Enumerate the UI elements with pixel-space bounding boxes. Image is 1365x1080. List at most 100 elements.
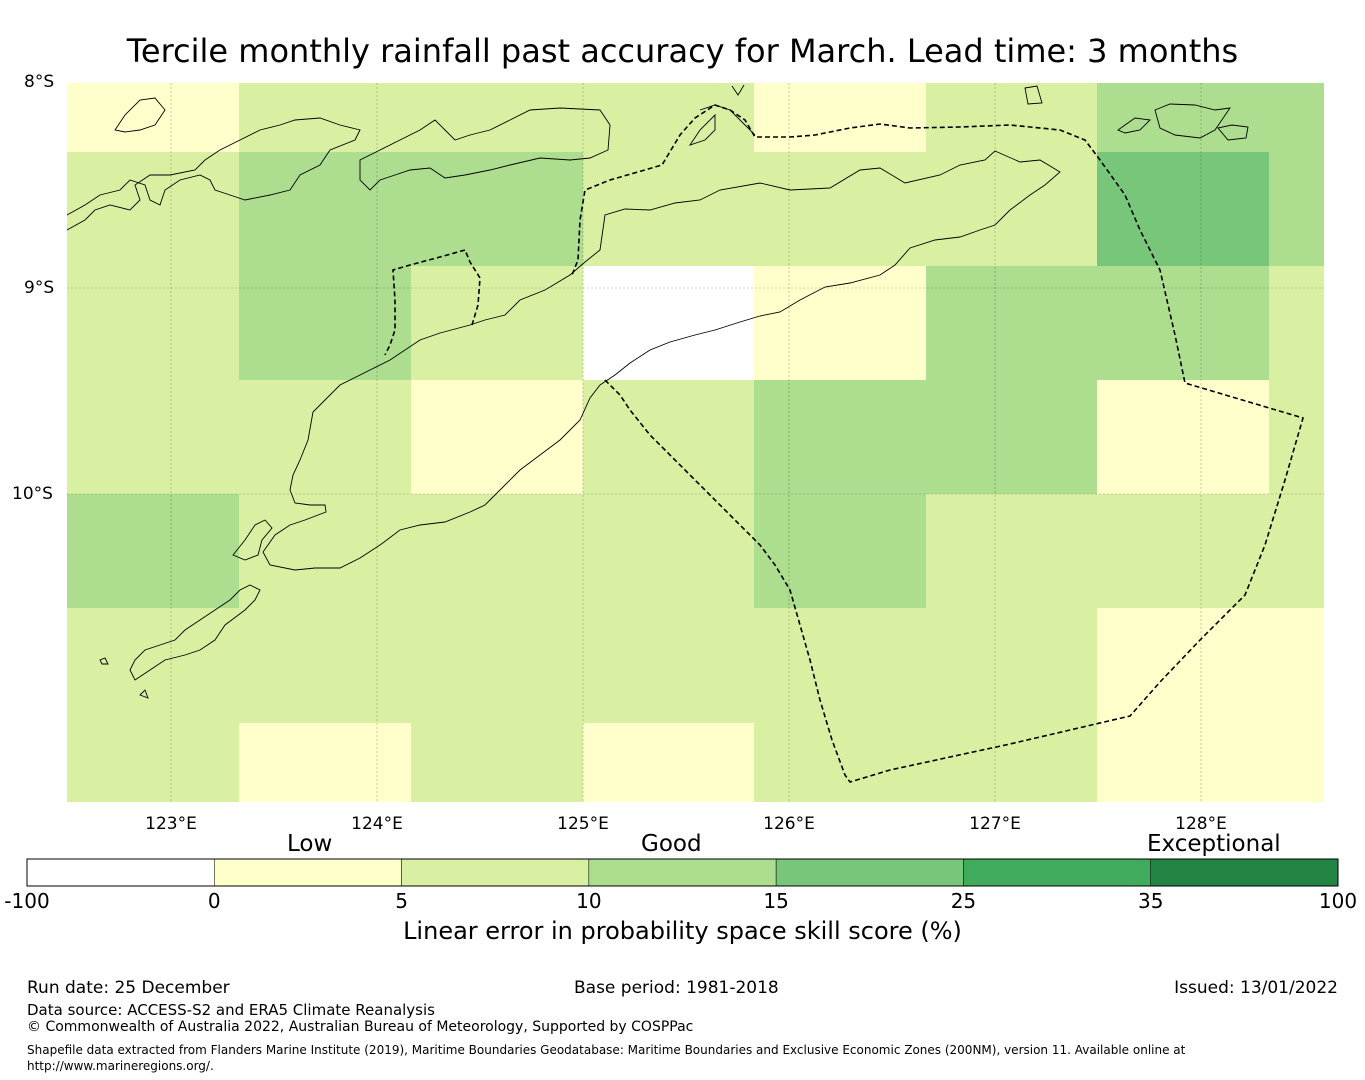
colorbar-segment (588, 858, 777, 887)
grid-cell (1097, 494, 1269, 608)
alor-island (359, 107, 611, 191)
lon-label-124e: 124°E (351, 814, 403, 834)
grid-cell (583, 380, 754, 494)
grid-cell (926, 83, 1097, 152)
colorbar-segment (214, 858, 402, 887)
atauro-island (688, 113, 716, 146)
grid-cell (583, 266, 754, 380)
grid-cell (1097, 608, 1269, 723)
grid-cell (926, 380, 1097, 494)
grid-cell (239, 83, 411, 152)
colorbar-segment (1150, 858, 1339, 887)
colorbar-tick-label: 0 (207, 889, 221, 913)
lon-label-127e: 127°E (969, 814, 1021, 834)
grid-cell (411, 494, 583, 608)
issued-date: Issued: 13/01/2022 (1174, 978, 1338, 998)
lon-label-125e: 125°E (557, 814, 609, 834)
coastlines (66, 84, 1249, 699)
colorbar-segments (26, 858, 1339, 887)
grid-cell (754, 380, 926, 494)
colorbar-tick-label: 15 (763, 889, 789, 913)
grid-cell (239, 723, 411, 802)
lat-label-10s: 10°S (12, 484, 53, 504)
timor-coastline (262, 150, 1061, 571)
grid-cell (411, 83, 583, 152)
grid-cell (67, 266, 239, 380)
grid-cell (1097, 266, 1269, 380)
colorbar-tick-label: 10 (576, 889, 602, 913)
grid-cell (411, 152, 583, 266)
shapefile-credit-line2: http://www.marineregions.org/. (27, 1059, 214, 1073)
grid-cell (926, 266, 1097, 380)
grid-cell (1097, 152, 1269, 266)
colorbar-label: Linear error in probability space skill … (403, 917, 962, 945)
grid-cell (67, 723, 239, 802)
lon-label-126e: 126°E (763, 814, 815, 834)
grid-cell (67, 152, 239, 266)
lakor-island (1217, 124, 1249, 141)
grid-cell (411, 608, 583, 723)
grid-cell (239, 608, 411, 723)
colorbar-tick-label: 5 (395, 889, 408, 913)
moa-island (1117, 117, 1151, 134)
colorbar-segment (775, 858, 964, 887)
graticule (67, 83, 1324, 802)
grid-cell (1097, 380, 1269, 494)
category-good: Good (641, 831, 702, 857)
grid-cell (926, 608, 1097, 723)
grid-cell (583, 494, 754, 608)
category-exceptional: Exceptional (1147, 831, 1281, 857)
wetar-tip (731, 84, 745, 96)
colorbar-segment (401, 858, 590, 887)
copyright: © Commonwealth of Australia 2022, Austra… (27, 1019, 694, 1035)
lon-label-123e: 123°E (145, 814, 197, 834)
run-date: Run date: 25 December (27, 978, 230, 998)
grid-cell (67, 83, 239, 152)
data-source: Data source: ACCESS-S2 and ERA5 Climate … (27, 1001, 435, 1019)
base-period: Base period: 1981-2018 (574, 978, 779, 998)
grid-cell (1269, 83, 1324, 152)
shapefile-credit: Shapefile data extracted from Flanders M… (27, 1042, 1347, 1074)
grid-cell (239, 494, 411, 608)
leti-islands (1154, 103, 1231, 139)
grid-cell (239, 380, 411, 494)
colorbar-segment (26, 858, 215, 887)
grid-cell (411, 266, 583, 380)
grid-cell (1269, 608, 1324, 723)
grid-cell (583, 83, 754, 152)
grid-cell (754, 152, 926, 266)
grid-cell (926, 494, 1097, 608)
grid-cell (583, 608, 754, 723)
grid-cell (239, 266, 411, 380)
colorbar-tick-label: -100 (4, 889, 50, 913)
grid-cell (754, 494, 926, 608)
grid-cell (583, 152, 754, 266)
grid-cell (411, 380, 583, 494)
grid-cell (926, 723, 1097, 802)
grid-cell (1269, 266, 1324, 380)
colorbar-tick-label: 100 (1318, 889, 1358, 913)
colorbar-segment (963, 858, 1151, 887)
grid-cell (754, 83, 926, 152)
pantar-island (114, 97, 166, 133)
category-low: Low (287, 831, 333, 857)
grid-cell (1097, 83, 1269, 152)
skill-score-map (66, 83, 1324, 802)
grid-cell (67, 380, 239, 494)
sabu-island (129, 584, 261, 681)
grid-cell (239, 152, 411, 266)
colorbar-tick-label: 25 (950, 889, 977, 913)
colorbar-tick-label: 35 (1137, 889, 1164, 913)
rote-island (232, 519, 273, 561)
grid-cell (67, 494, 239, 608)
maritime-boundaries (384, 104, 1304, 783)
grid-cell (67, 608, 239, 723)
lat-label-8s: 8°S (24, 72, 55, 92)
grid-cell (1269, 380, 1324, 494)
grid-cells (67, 83, 1324, 802)
grid-cell (411, 723, 583, 802)
shapefile-credit-line1: Shapefile data extracted from Flanders M… (27, 1043, 1186, 1057)
grid-cell (754, 608, 926, 723)
eez-boundary-east (571, 104, 1304, 783)
map-title: Tercile monthly rainfall past accuracy f… (126, 32, 1239, 70)
